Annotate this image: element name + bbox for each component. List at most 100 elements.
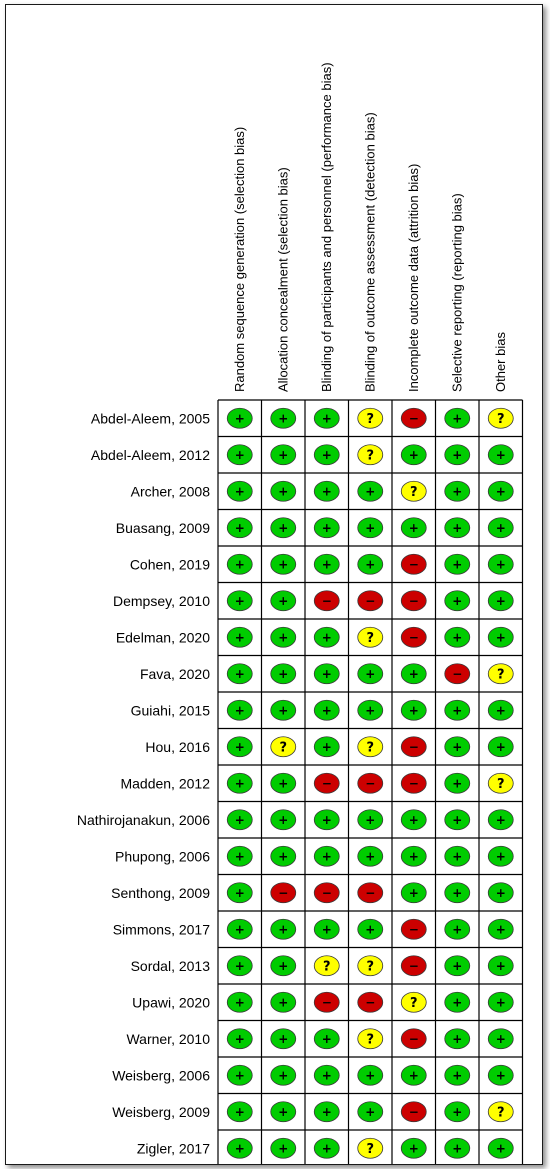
rating-unclear-marker [357,1137,384,1159]
rating-low-marker [357,809,384,831]
rating-low-symbol: + [496,995,506,1009]
rating-high-symbol: − [322,995,332,1009]
rating-low-symbol: + [452,703,462,717]
rating-low-marker [270,1028,297,1050]
rating-low-symbol: + [452,922,462,936]
rating-high-symbol: − [409,1105,419,1119]
rating-low-symbol: + [365,521,375,535]
rating-low-symbol: + [278,557,288,571]
rating-low-marker [270,517,297,539]
rating-high-symbol: − [409,557,419,571]
rating-low-marker [270,1137,297,1159]
rating-low-marker [226,1137,253,1159]
rating-low-symbol: + [409,703,419,717]
rating-low-marker [444,955,471,977]
rating-low-symbol: + [278,411,288,425]
rating-low-symbol: + [409,448,419,462]
study-label: Fava, 2020 [140,666,210,682]
rating-high-symbol: − [365,995,375,1009]
rating-low-symbol: + [278,813,288,827]
rating-unclear-marker [400,991,427,1013]
study-label: Edelman, 2020 [116,629,210,645]
rating-low-marker [270,553,297,575]
rating-low-marker [313,736,340,758]
rating-low-symbol: + [235,849,245,863]
rating-low-symbol: + [235,740,245,754]
rating-low-marker [357,553,384,575]
rating-low-marker [487,626,514,648]
rating-unclear-marker [357,736,384,758]
rating-low-marker [313,480,340,502]
rating-low-marker [444,626,471,648]
rating-low-marker [313,444,340,466]
rating-low-symbol: + [322,922,332,936]
rating-low-symbol: + [496,594,506,608]
rating-high-symbol: − [365,776,375,790]
risk-of-bias-figure: Random sequence generation (selection bi… [5,4,543,1165]
rating-unclear-symbol: ? [366,412,374,427]
rating-low-marker [226,772,253,794]
rating-low-symbol: + [322,448,332,462]
rating-unclear-symbol: ? [366,448,374,463]
study-label: Senthong, 2009 [111,885,210,901]
rating-high-marker [313,882,340,904]
rating-unclear-marker [487,407,514,429]
rating-low-marker [270,1101,297,1123]
rating-low-marker [226,517,253,539]
rating-low-symbol: + [235,703,245,717]
rating-low-symbol: + [452,886,462,900]
rating-high-marker [313,991,340,1013]
rating-low-symbol: + [322,813,332,827]
rating-low-symbol: + [452,776,462,790]
rating-low-symbol: + [452,411,462,425]
rating-low-marker [487,699,514,721]
rating-low-symbol: + [365,813,375,827]
rating-low-marker [313,1101,340,1123]
study-label: Archer, 2008 [131,483,211,499]
rating-low-marker [357,918,384,940]
rating-low-symbol: + [365,922,375,936]
rating-low-marker [270,480,297,502]
rating-low-marker [444,407,471,429]
rating-low-marker [313,699,340,721]
rating-low-symbol: + [452,594,462,608]
rating-low-symbol: + [278,630,288,644]
rating-low-marker [444,517,471,539]
rating-low-marker [444,736,471,758]
rating-low-marker [313,553,340,575]
rating-low-marker [270,1064,297,1086]
rating-high-marker [400,736,427,758]
column-header: Incomplete outcome data (attrition bias) [406,164,421,392]
rating-low-symbol: + [365,484,375,498]
study-label: Abdel-Aleem, 2012 [91,447,210,463]
rating-low-marker [226,480,253,502]
rating-low-symbol: + [452,813,462,827]
rating-low-symbol: + [235,557,245,571]
rating-low-marker [444,882,471,904]
risk-of-bias-grid: Random sequence generation (selection bi… [77,62,524,1164]
rating-low-marker [487,991,514,1013]
study-label: Sordal, 2013 [131,958,211,974]
rating-unclear-symbol: ? [366,1142,374,1157]
rating-low-symbol: + [278,448,288,462]
rating-low-marker [226,991,253,1013]
rating-low-marker [487,955,514,977]
rating-low-symbol: + [278,484,288,498]
rating-low-symbol: + [235,776,245,790]
rating-low-symbol: + [278,1141,288,1155]
rating-low-symbol: + [322,521,332,535]
rating-low-symbol: + [365,667,375,681]
rating-low-symbol: + [452,1068,462,1082]
rating-low-marker [270,663,297,685]
rating-low-marker [313,407,340,429]
rating-low-symbol: + [322,411,332,425]
study-label: Abdel-Aleem, 2005 [91,410,210,426]
rating-low-marker [357,1064,384,1086]
rating-low-symbol: + [409,521,419,535]
rating-low-symbol: + [496,521,506,535]
rating-low-marker [487,553,514,575]
rating-low-symbol: + [452,557,462,571]
study-label: Hou, 2016 [145,739,210,755]
rating-low-marker [487,918,514,940]
rating-low-marker [226,1101,253,1123]
